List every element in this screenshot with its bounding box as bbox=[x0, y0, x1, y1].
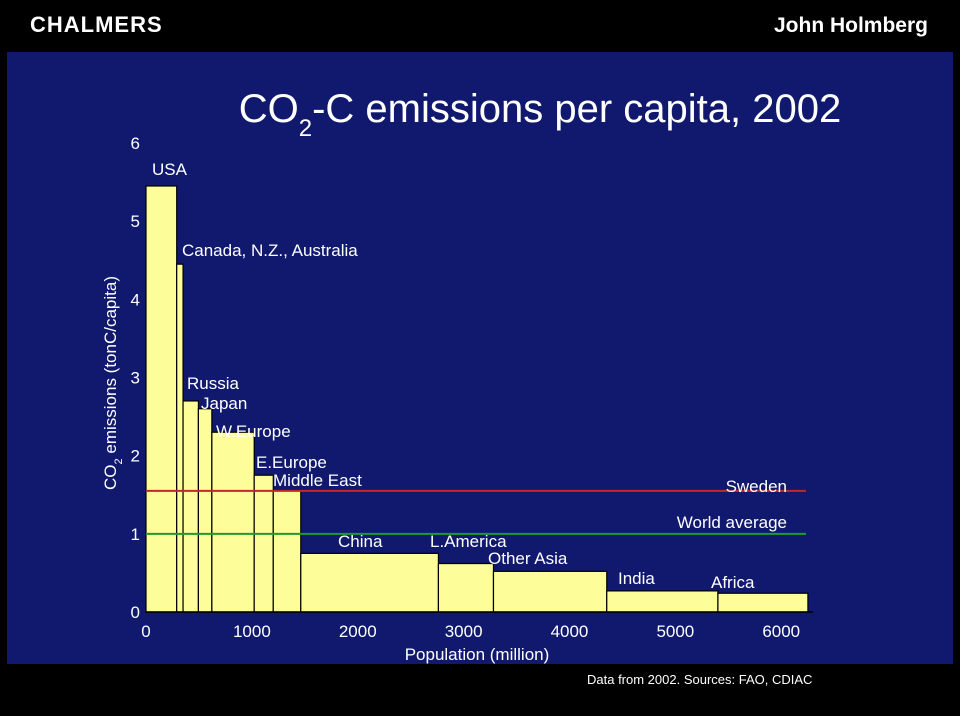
region-label: Canada, N.Z., Australia bbox=[182, 241, 358, 260]
y-tick-label: 5 bbox=[131, 212, 140, 231]
bar-japan bbox=[197, 408, 213, 613]
region-label: China bbox=[338, 532, 383, 551]
region-label: India bbox=[618, 569, 655, 588]
region-label: Middle East bbox=[273, 471, 362, 490]
bar-usa bbox=[145, 185, 178, 613]
region-label: Russia bbox=[187, 374, 240, 393]
x-axis-label: Population (million) bbox=[405, 645, 550, 664]
bar-india bbox=[606, 590, 719, 613]
x-tick-label: 0 bbox=[141, 622, 150, 641]
region-label: USA bbox=[152, 160, 188, 179]
brand-logo: CHALMERS bbox=[30, 12, 163, 37]
bar-russia bbox=[182, 400, 200, 613]
x-tick-label: 3000 bbox=[445, 622, 483, 641]
y-tick-label: 6 bbox=[131, 134, 140, 153]
y-axis-label: CO2 emissions (tonC/capita) bbox=[101, 276, 125, 490]
footer-bar: Data from 2002. Sources: FAO, CDIAC bbox=[0, 664, 960, 716]
y-tick-label: 1 bbox=[131, 525, 140, 544]
bars-group bbox=[145, 185, 809, 613]
region-label: W.Europe bbox=[216, 422, 291, 441]
x-ticks: 0 1000 2000 3000 4000 5000 6000 bbox=[141, 622, 800, 641]
x-tick-label: 1000 bbox=[233, 622, 271, 641]
bar-w-europe bbox=[211, 431, 255, 613]
bar-africa bbox=[717, 592, 809, 613]
y-ticks: 0 1 2 3 4 5 6 bbox=[131, 134, 140, 622]
bar-canada-n-z-australia bbox=[176, 263, 184, 613]
x-tick-label: 5000 bbox=[656, 622, 694, 641]
bar-e-europe bbox=[253, 474, 274, 613]
reference-label: World average bbox=[677, 513, 787, 532]
region-label: Other Asia bbox=[488, 549, 568, 568]
y-tick-label: 4 bbox=[131, 290, 140, 309]
y-tick-label: 0 bbox=[131, 603, 140, 622]
x-tick-label: 4000 bbox=[551, 622, 589, 641]
bar-other-asia bbox=[492, 570, 608, 613]
region-label: L.America bbox=[430, 532, 507, 551]
bar-china bbox=[300, 552, 440, 613]
y-tick-label: 3 bbox=[131, 369, 140, 388]
source-note: Data from 2002. Sources: FAO, CDIAC bbox=[587, 672, 813, 687]
reference-label: Sweden bbox=[726, 477, 787, 496]
header-bar: CHALMERS John Holmberg bbox=[0, 0, 960, 52]
y-tick-label: 2 bbox=[131, 447, 140, 466]
bar-middle-east bbox=[272, 490, 302, 613]
region-label: Africa bbox=[711, 573, 755, 592]
chart-title: CO2-C emissions per capita, 2002 bbox=[239, 87, 842, 142]
author-name: John Holmberg bbox=[773, 14, 928, 37]
reference-lines: Sweden World average bbox=[146, 477, 806, 535]
x-tick-label: 2000 bbox=[339, 622, 377, 641]
x-tick-label: 6000 bbox=[762, 622, 800, 641]
region-label: E.Europe bbox=[256, 453, 327, 472]
region-label: Japan bbox=[201, 394, 247, 413]
bar-l-america bbox=[437, 562, 495, 613]
